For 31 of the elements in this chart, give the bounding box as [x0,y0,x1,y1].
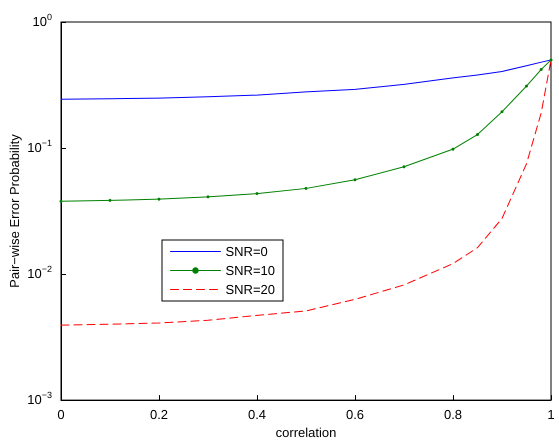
point [402,165,406,168]
point [206,195,210,198]
y-tick-label: 10$^{−1}$ [27,138,52,156]
point [550,58,552,62]
point [452,148,454,151]
point [354,178,356,182]
point [304,186,308,190]
y-tick-label: 10$^{−2}$ [27,264,52,282]
line-series [60,58,552,203]
point [60,200,62,203]
point [525,84,528,88]
y-tick-label: 10$^{0}$ [32,12,52,30]
line-series [60,59,552,326]
point [108,198,112,202]
line-series [60,59,552,100]
legend-label: SNR=0 [226,244,268,259]
x-tick-label: 0 [57,407,65,422]
x-axis-title: correlation [276,425,336,440]
x-tick-label: 0.2 [150,407,168,422]
point [256,192,258,196]
x-tick-label: 0.6 [346,407,364,422]
x-tick-label: 0.8 [444,407,462,422]
point [500,110,504,114]
y-tick-label: 10$^{−3}$ [27,390,52,408]
legend-label: SNR=20 [226,282,275,297]
legend-label: SNR=10 [226,263,275,278]
y-axis-title: Pair−wise Error Probability [7,134,22,288]
point [158,198,160,201]
x-tick-label: 1 [547,407,555,422]
point [540,68,543,71]
x-tick-label: 0.4 [248,407,266,422]
